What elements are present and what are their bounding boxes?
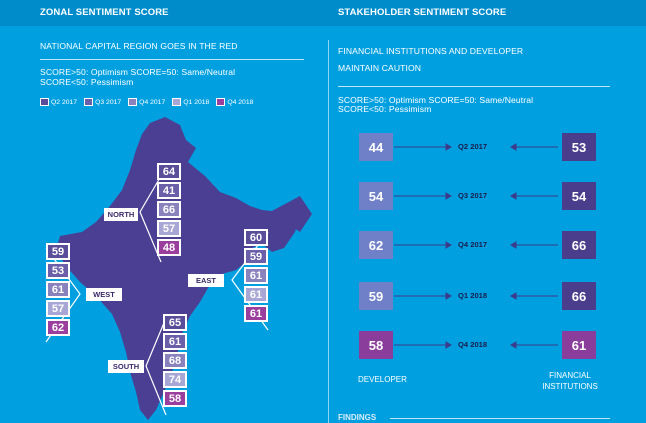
- financial-label-2: INSTITUTIONS: [530, 382, 610, 391]
- quarter-label: Q2 2017: [458, 142, 487, 151]
- financial-score: 66: [562, 282, 596, 310]
- developer-score: 59: [359, 282, 393, 310]
- divider: [390, 418, 610, 419]
- developer-score: 54: [359, 182, 393, 210]
- developer-score: 44: [359, 133, 393, 161]
- findings-heading: FINDINGS: [338, 413, 376, 422]
- financial-score: 54: [562, 182, 596, 210]
- financial-label-1: FINANCIAL: [530, 371, 610, 380]
- quarter-label: Q3 2017: [458, 191, 487, 200]
- developer-score: 62: [359, 231, 393, 259]
- quarter-label: Q4 2018: [458, 340, 487, 349]
- financial-score: 53: [562, 133, 596, 161]
- financial-score: 61: [562, 331, 596, 359]
- stakeholder-arrows: [0, 0, 646, 423]
- developer-label: DEVELOPER: [358, 375, 407, 384]
- quarter-label: Q1 2018: [458, 291, 487, 300]
- developer-score: 58: [359, 331, 393, 359]
- financial-score: 66: [562, 231, 596, 259]
- quarter-label: Q4 2017: [458, 240, 487, 249]
